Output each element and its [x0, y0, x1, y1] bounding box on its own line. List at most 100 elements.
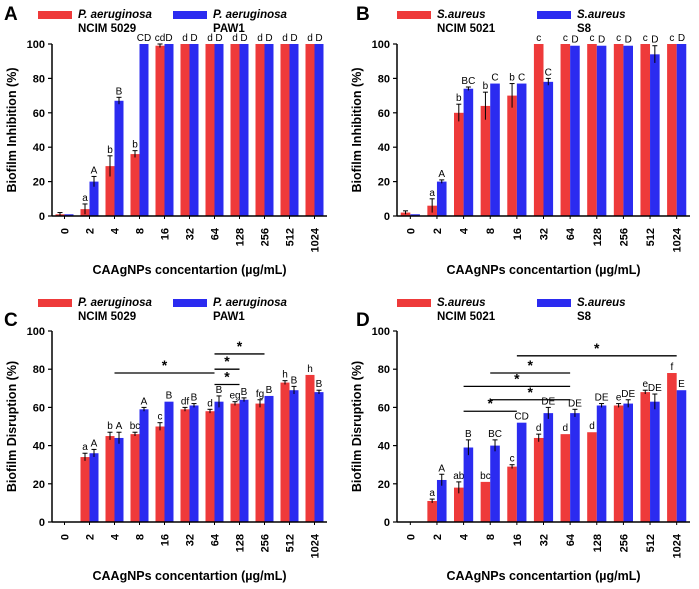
- x-tick-label: 4: [110, 533, 122, 540]
- x-tick-label: 2: [432, 534, 444, 540]
- bar-red-2: [427, 500, 437, 522]
- x-tick-label: 32: [539, 228, 551, 240]
- x-tick-label: 16: [160, 228, 172, 240]
- panel-label: C: [4, 310, 18, 331]
- significance-letter: A: [438, 169, 445, 180]
- y-axis-label: Biofilm Disruption (%): [350, 361, 364, 492]
- significance-star: *: [224, 368, 230, 384]
- bar-red-512: [280, 44, 290, 216]
- bar-red-32: [533, 44, 544, 216]
- significance-letter: D: [571, 35, 578, 46]
- x-tick-label: 1024: [672, 533, 684, 558]
- x-tick-label: 0: [405, 534, 417, 540]
- x-tick-label: 16: [512, 534, 524, 546]
- panel-label: B: [356, 4, 370, 25]
- panel-label: D: [356, 310, 370, 331]
- significance-letter: A: [91, 438, 98, 449]
- bar-red-512: [280, 382, 290, 522]
- significance-letter: D: [165, 33, 172, 44]
- x-tick-label: 16: [512, 228, 524, 240]
- bar-blue-8: [490, 445, 500, 522]
- bar-red-64: [560, 44, 571, 216]
- x-tick-label: 8: [135, 534, 147, 540]
- significance-letter: b: [107, 145, 113, 156]
- legend-sublabel: PAW1: [213, 311, 245, 323]
- bar-blue-512: [289, 390, 299, 522]
- bar-blue-32: [189, 405, 199, 522]
- significance-letter: D: [598, 35, 605, 46]
- bar-red-128: [587, 432, 597, 522]
- bar-blue-1024: [314, 44, 324, 216]
- significance-letter: BC: [488, 429, 502, 440]
- bar-red-128: [230, 44, 240, 216]
- significance-letter: d: [536, 423, 542, 434]
- bar-red-4: [105, 436, 115, 522]
- significance-letter: d: [282, 33, 288, 44]
- bar-red-256: [613, 405, 624, 522]
- bar-red-4: [454, 487, 464, 522]
- bar-blue-16: [516, 422, 527, 522]
- y-tick-label: 100: [372, 326, 390, 338]
- significance-letter: B: [241, 387, 248, 398]
- bar-blue-1024: [314, 392, 324, 522]
- bar-red-256: [255, 403, 265, 522]
- significance-letter: D: [190, 33, 197, 44]
- y-axis-label: Biofilm Inhibition (%): [5, 68, 19, 193]
- significance-star: *: [514, 370, 520, 386]
- x-tick-label: 0: [60, 228, 72, 234]
- bar-blue-4: [463, 447, 474, 522]
- significance-star: *: [224, 353, 230, 369]
- significance-letter: c: [589, 33, 594, 44]
- x-tick-label: 8: [485, 228, 497, 234]
- bar-red-1024: [667, 44, 677, 216]
- bar-red-32: [533, 437, 544, 522]
- significance-letter: d: [232, 33, 238, 44]
- legend-swatch-blue: [537, 299, 571, 307]
- x-tick-label: 32: [185, 534, 197, 546]
- significance-letter: c: [536, 33, 541, 44]
- significance-star: *: [594, 340, 600, 356]
- bar-blue-0: [64, 214, 74, 216]
- significance-letter: DE: [621, 389, 635, 400]
- significance-letter: eg: [229, 391, 240, 402]
- legend-swatch-blue: [537, 11, 571, 19]
- bar-red-16: [155, 45, 165, 216]
- x-tick-label: 512: [285, 228, 297, 246]
- significance-letter: fg: [256, 389, 264, 400]
- bar-red-16: [155, 426, 165, 522]
- bar-blue-256: [623, 45, 633, 216]
- significance-letter: ab: [453, 471, 465, 482]
- significance-star: *: [162, 357, 168, 373]
- bar-blue-2: [436, 479, 447, 522]
- bar-red-8: [130, 434, 140, 522]
- significance-letter: A: [438, 463, 445, 474]
- y-tick-label: 20: [33, 177, 45, 189]
- significance-letter: BC: [461, 76, 475, 87]
- x-tick-label: 64: [210, 227, 222, 240]
- y-tick-label: 60: [33, 108, 45, 120]
- bar-blue-64: [570, 413, 580, 522]
- y-tick-label: 40: [378, 441, 390, 453]
- y-tick-label: 60: [33, 402, 45, 414]
- legend-swatch-blue: [173, 299, 207, 307]
- legend-label: P. aeruginosa: [78, 9, 153, 21]
- bar-blue-512: [650, 401, 660, 522]
- significance-letter: a: [429, 188, 435, 199]
- bar-red-16: [507, 95, 517, 216]
- significance-letter: c: [510, 454, 515, 465]
- bar-blue-4: [463, 88, 474, 216]
- significance-letter: C: [491, 73, 498, 84]
- x-tick-label: 512: [645, 534, 657, 552]
- significance-letter: B: [116, 86, 123, 97]
- bar-blue-8: [139, 44, 149, 216]
- x-tick-label: 64: [565, 227, 577, 240]
- bar-blue-2: [89, 453, 99, 522]
- legend-sublabel: NCIM 5021: [437, 23, 496, 35]
- y-tick-label: 80: [33, 73, 45, 85]
- bar-blue-16: [164, 401, 174, 522]
- bar-blue-128: [239, 44, 249, 216]
- bar-red-1024: [667, 373, 677, 522]
- bar-red-32: [180, 409, 190, 522]
- bar-blue-128: [596, 45, 607, 216]
